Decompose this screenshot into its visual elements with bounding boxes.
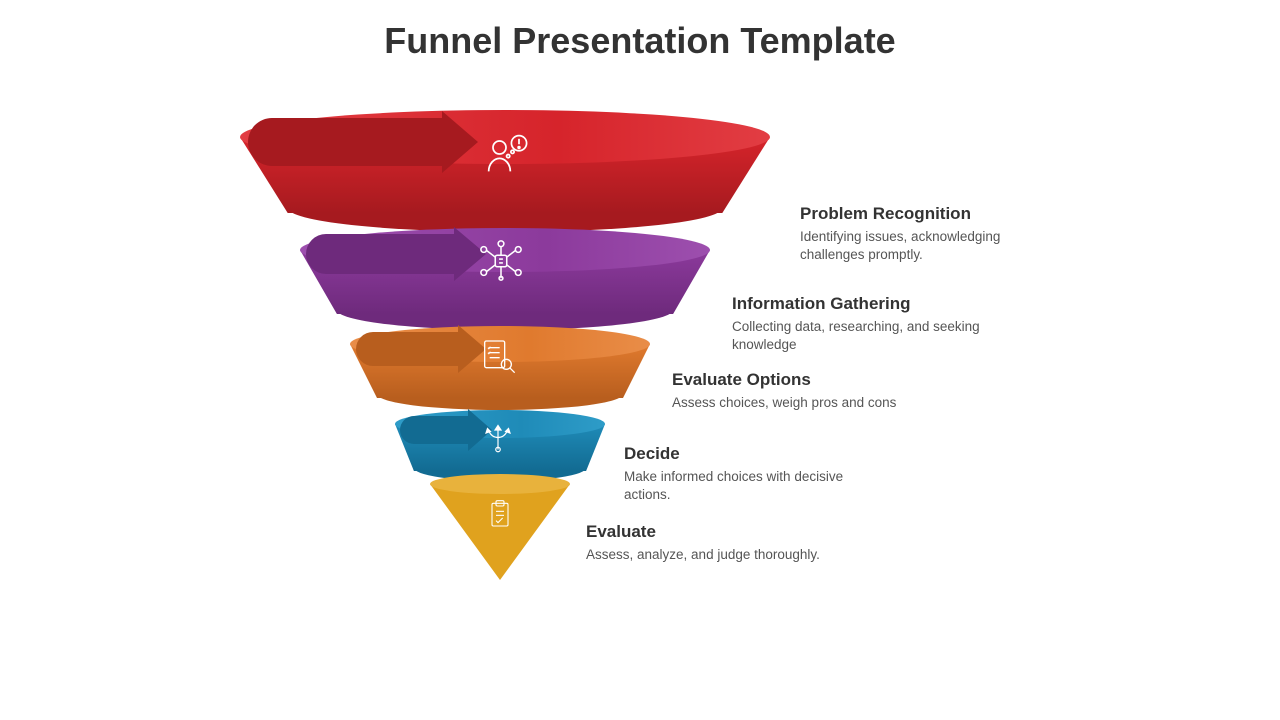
ribbon-arrow <box>356 332 486 366</box>
layer-label-desc: Assess choices, weigh pros and cons <box>672 394 932 412</box>
ribbon-arrow <box>306 234 486 274</box>
clipboard-check-icon <box>484 498 516 530</box>
layer-label-desc: Identifying issues, acknowledging challe… <box>800 228 1060 264</box>
layer-label-title: Information Gathering <box>732 294 992 314</box>
layer-label: Decide Make informed choices with decisiv… <box>624 444 884 504</box>
decision-arrows-icon <box>480 418 516 454</box>
slide-title: Funnel Presentation Template <box>0 20 1280 62</box>
layer-label: Information Gathering Collecting data, re… <box>732 294 992 354</box>
network-search-icon <box>478 238 524 284</box>
ribbon-arrow <box>248 118 478 166</box>
funnel-diagram: Problem Recognition Identifying issues, a… <box>0 110 1280 710</box>
layer-label-title: Decide <box>624 444 884 464</box>
layer-label: Evaluate Assess, analyze, and judge thoro… <box>586 522 846 564</box>
layer-label-desc: Make informed choices with decisive acti… <box>624 468 884 504</box>
layer-label: Problem Recognition Identifying issues, a… <box>800 204 1060 264</box>
person-alert-icon <box>480 128 532 180</box>
layer-label-desc: Collecting data, researching, and seekin… <box>732 318 992 354</box>
layer-label: Evaluate Options Assess choices, weigh pr… <box>672 370 932 412</box>
layer-label-desc: Assess, analyze, and judge thoroughly. <box>586 546 846 564</box>
slide: Funnel Presentation Template Problem Rec… <box>0 0 1280 720</box>
layer-label-title: Problem Recognition <box>800 204 1060 224</box>
checklist-search-icon <box>478 336 518 376</box>
ribbon-arrow <box>400 416 492 444</box>
layer-label-title: Evaluate Options <box>672 370 932 390</box>
layer-label-title: Evaluate <box>586 522 846 542</box>
